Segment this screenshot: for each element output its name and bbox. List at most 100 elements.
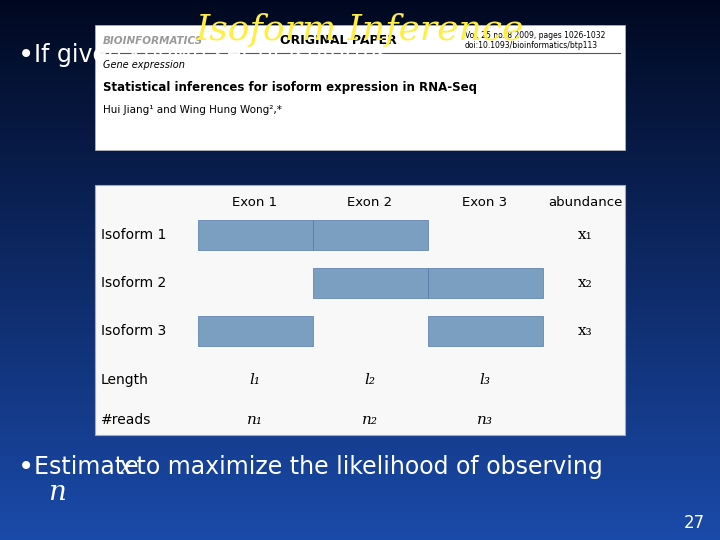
Bar [0,401,720,405]
Bar [0,134,720,138]
Bar [0,215,720,219]
Bar [0,315,720,319]
Bar [0,385,720,389]
Text: •: • [18,453,35,481]
Bar [0,10,720,14]
Bar [0,439,720,443]
Bar [0,129,720,132]
Bar [0,137,720,140]
Bar [0,350,720,354]
Bar [0,525,720,529]
Text: n₃: n₃ [477,413,493,427]
Bar [0,453,720,456]
Bar [0,474,720,478]
Text: Isoform 2: Isoform 2 [101,276,166,290]
Bar [0,431,720,435]
Text: Exon 3: Exon 3 [462,197,508,210]
Bar [0,161,720,165]
Bar [0,517,720,521]
Bar [0,358,720,362]
Bar [0,23,720,27]
Bar [0,380,720,383]
Text: Gene expression: Gene expression [103,60,185,70]
Bar [0,461,720,464]
Text: Estimate: Estimate [34,455,146,479]
Bar [0,115,720,119]
Bar [95,25,625,150]
Bar [0,220,720,224]
Bar [0,482,720,486]
Bar [0,523,720,526]
Bar [0,80,720,84]
Bar [0,69,720,73]
Bar [0,471,720,475]
Bar [0,444,720,448]
Bar [0,110,720,113]
Text: l₁: l₁ [250,373,261,387]
Bar [0,490,720,494]
Bar [0,99,720,103]
Bar [0,307,720,310]
Text: Statistical inferences for isoform expression in RNA-Seq: Statistical inferences for isoform expre… [103,80,477,93]
Bar [0,318,720,321]
Bar [0,355,720,359]
Bar [428,268,542,298]
Bar [0,180,720,184]
Bar [0,85,720,89]
Bar [0,466,720,470]
Bar [0,142,720,146]
Bar [0,515,720,518]
Bar [0,261,720,265]
Bar [0,150,720,154]
Bar [0,88,720,92]
Bar [0,280,720,284]
Bar [0,493,720,497]
Bar [0,166,720,170]
Bar [0,458,720,462]
Bar [0,188,720,192]
Text: n₂: n₂ [362,413,378,427]
Text: Vol. 25 no. 8 2009, pages 1026-1032: Vol. 25 no. 8 2009, pages 1026-1032 [465,31,606,40]
Bar [0,277,720,281]
Text: Isoform Inference: Isoform Inference [196,13,524,47]
Bar [0,7,720,11]
Bar [0,164,720,167]
Bar [0,264,720,267]
Bar [0,388,720,392]
Bar [0,37,720,40]
Bar [0,415,720,419]
Bar [0,42,720,46]
Bar [0,258,720,262]
Text: l₂: l₂ [364,373,376,387]
Bar [0,447,720,451]
Bar [0,255,720,259]
Bar [0,488,720,491]
Bar [0,369,720,373]
Bar [0,147,720,151]
Text: to maximize the likelihood of observing: to maximize the likelihood of observing [129,455,603,479]
Bar [0,269,720,273]
Bar [0,199,720,202]
Bar [0,158,720,162]
Bar [0,15,720,19]
Bar [0,498,720,502]
Bar [0,450,720,454]
Text: x: x [119,456,132,478]
Bar [0,531,720,535]
Text: 27: 27 [684,514,705,532]
Bar [0,390,720,394]
Bar [0,455,720,459]
Bar [0,504,720,508]
Bar [0,304,720,308]
Bar [0,412,720,416]
Bar [0,436,720,440]
Bar [0,420,720,424]
Bar [0,496,720,500]
Bar [0,21,720,24]
Text: Hui Jiang¹ and Wing Hung Wong²,*: Hui Jiang¹ and Wing Hung Wong²,* [103,105,282,115]
Bar [0,212,720,216]
Bar [0,247,720,251]
Bar [0,299,720,302]
Bar [0,320,720,324]
Bar [0,96,720,100]
